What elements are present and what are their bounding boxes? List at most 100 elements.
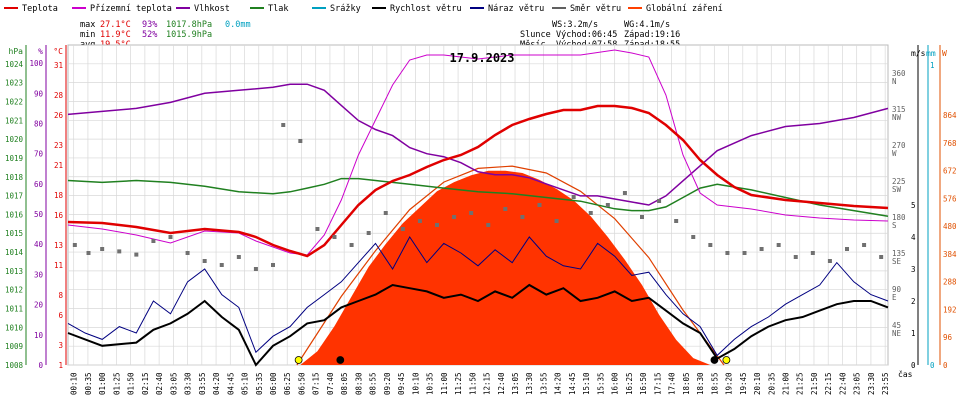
x-tick-label: 00:35: [84, 372, 93, 395]
axis-hpa-tick: 1024: [5, 60, 24, 69]
legend-label: Rychlost větru: [390, 4, 462, 14]
axis-hpa-tick: 1012: [5, 286, 23, 295]
x-tick-label: 14:45: [568, 372, 577, 395]
wind-direction-point: [452, 215, 457, 219]
x-tick-label: 02:40: [155, 372, 164, 395]
axis-hpa-tick: 1016: [5, 210, 24, 219]
axis-direction-tick: SW: [892, 185, 902, 194]
x-tick-label: 13:55: [540, 372, 549, 395]
stat-max-rain: 0.0mm: [225, 20, 251, 30]
x-tick-label: 23:05: [853, 372, 862, 395]
axis-ms-tick: 1: [911, 329, 916, 338]
x-tick-label: 03:55: [198, 372, 207, 395]
wind-direction-point: [366, 231, 371, 235]
axis-temperature-tick: 1: [58, 361, 63, 370]
x-tick-label: 22:15: [824, 372, 833, 395]
x-tick-label: 15:35: [596, 372, 605, 395]
x-tick-label: 21:00: [782, 372, 791, 395]
wind-direction-point: [219, 263, 224, 267]
wind-direction-point: [520, 215, 525, 219]
series-global-radiation: [300, 170, 711, 365]
axis-w-tick: 0: [943, 361, 948, 370]
axis-direction-tick: 315: [892, 105, 906, 114]
wind-direction-point: [827, 259, 832, 263]
x-tick-label: 17:40: [668, 372, 677, 395]
axis-hpa-tick: 1009: [5, 342, 23, 351]
axis-direction-tick: N: [892, 77, 897, 86]
x-tick-label: 08:55: [369, 372, 378, 395]
wind-direction-point: [486, 223, 491, 227]
axis-hpa-tick: 1017: [5, 192, 23, 201]
legend-label: Tlak: [268, 4, 288, 14]
stat-min-press: 1015.9hPa: [166, 30, 212, 40]
x-tick-label: 05:10: [241, 372, 250, 395]
wind-direction-point: [168, 235, 173, 239]
x-tick-label: 16:50: [639, 372, 648, 395]
x-tick-label: 19:45: [739, 372, 748, 395]
axis-temperature-tick: 28: [54, 91, 64, 100]
x-tick-label: 15:10: [582, 372, 591, 395]
x-tick-label: 09:20: [383, 372, 392, 395]
wind-direction-point: [134, 252, 139, 257]
stat-max-temp: 27.1°C: [100, 20, 131, 30]
axis-w-tick: 384: [943, 250, 957, 259]
wind-direction-point: [349, 243, 354, 247]
axis-temperature-label: °C: [53, 47, 63, 56]
x-tick-label: 11:25: [454, 372, 463, 395]
axis-humidity-tick: 50: [34, 210, 44, 219]
series-ground-temperature: [67, 49, 889, 256]
axis-temperature-tick: 16: [54, 211, 64, 220]
axis-hpa-tick: 1020: [5, 135, 24, 144]
wind-direction-point: [776, 243, 781, 247]
wind-direction-point: [588, 211, 593, 215]
x-tick-label: 06:00: [269, 372, 278, 395]
x-tick-label: 01:25: [112, 372, 121, 395]
axis-hpa-tick: 1018: [5, 173, 24, 182]
wind-direction-point: [708, 243, 713, 247]
legend-label: Srážky: [330, 4, 361, 14]
axis-hpa-tick: 1013: [5, 267, 23, 276]
series-wind-speed: [67, 283, 889, 367]
wind-direction-point: [383, 211, 388, 215]
axis-hpa-tick: 1021: [5, 116, 23, 125]
axis-hpa-tick: 1019: [5, 154, 23, 163]
axis-hpa-tick: 1011: [5, 305, 23, 314]
x-tick-label: 10:35: [426, 372, 435, 395]
axis-temperature-tick: 11: [54, 261, 63, 270]
axis-humidity-tick: 70: [34, 150, 44, 159]
wind-direction-point: [810, 251, 815, 255]
axis-w-label: W: [942, 49, 947, 58]
x-tick-label: 22:40: [838, 372, 847, 395]
axis-ms-tick: 2: [911, 297, 916, 306]
x-axis-label: čas: [898, 369, 913, 379]
legend-label: Směr větru: [570, 4, 621, 14]
plot-area: [67, 49, 889, 367]
moon-marker: [710, 356, 719, 364]
axis-direction-tick: SE: [892, 257, 902, 266]
x-tick-label: 03:05: [169, 372, 178, 395]
axis-direction-tick: 180: [892, 213, 906, 222]
x-tick-label: 18:05: [682, 372, 691, 395]
axis-humidity-tick: 0: [38, 361, 43, 370]
x-tick-label: 23:55: [881, 372, 890, 395]
wind-direction-point: [759, 247, 764, 251]
axis-hpa-label: hPa: [9, 47, 24, 56]
axis-mm-tick: 0: [930, 361, 935, 370]
wind-direction-point: [674, 219, 679, 223]
x-tick-label: 14:20: [554, 372, 563, 395]
axis-mm-tick: 1: [930, 61, 935, 70]
moon-marker: [336, 356, 345, 364]
axis-direction-tick: NE: [892, 329, 902, 338]
stat-max-press: 1017.8hPa: [166, 20, 212, 30]
x-tick-label: 06:50: [298, 372, 307, 395]
axis-w-tick: 576: [943, 194, 957, 203]
wind-direction-point: [879, 255, 884, 259]
x-tick-label: 01:50: [127, 372, 136, 395]
x-tick-label: 04:20: [212, 372, 221, 395]
stat-min-hum: 52%: [142, 30, 157, 40]
wind-direction-point: [332, 235, 337, 239]
axis-humidity-tick: 90: [34, 89, 44, 98]
legend-label: Vlhkost: [194, 4, 230, 14]
axis-direction-tick: 45: [892, 321, 901, 330]
wind-direction-point: [554, 219, 559, 223]
